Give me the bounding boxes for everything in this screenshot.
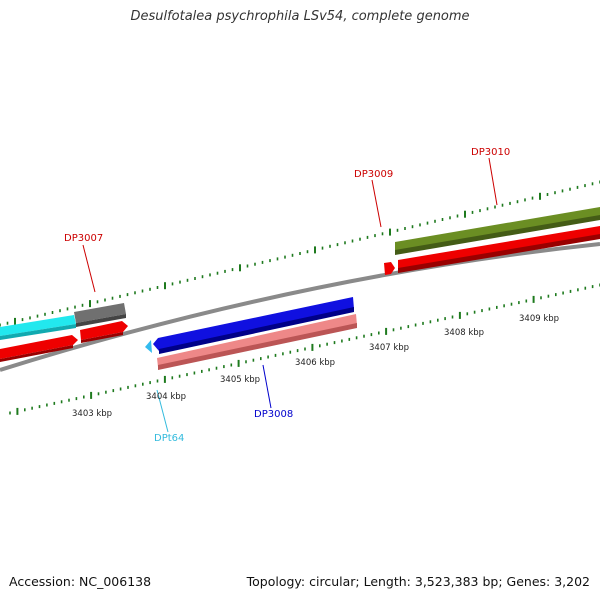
gene-label-dp3008[interactable]: DP3008 — [254, 409, 293, 420]
feature-trna-gene[interactable] — [145, 340, 152, 353]
genome-backbone — [0, 242, 600, 372]
gene-label-dpt64[interactable]: DPt64 — [154, 433, 184, 444]
genome-summary-text: Topology: circular; Length: 3,523,383 bp… — [246, 574, 590, 589]
dp3009-leader — [371, 179, 382, 228]
feature-blue-gene[interactable] — [153, 297, 354, 354]
scale-label: 3407 kbp — [369, 343, 409, 353]
gene-label-dp3007[interactable]: DP3007 — [64, 233, 103, 244]
dp3007-leader — [82, 244, 96, 293]
scale-label: 3406 kbp — [295, 358, 335, 368]
scale-label: 3404 kbp — [146, 392, 186, 402]
feature-olive-gene[interactable] — [395, 207, 600, 255]
gene-label-dp3010[interactable]: DP3010 — [471, 147, 510, 158]
dp3008-leader — [262, 364, 272, 409]
scale-label: 3405 kbp — [220, 375, 260, 385]
upper-tick-row — [0, 180, 600, 327]
feature-gray-gene[interactable] — [74, 303, 126, 327]
feature-cyan-gene[interactable] — [0, 315, 76, 340]
feature-red-gene-right[interactable] — [398, 226, 600, 273]
feature-red-gene-left[interactable] — [0, 335, 78, 362]
feature-red-gene-tiny[interactable] — [384, 262, 395, 275]
feature-red-gene-small[interactable] — [80, 321, 128, 343]
accession-text: Accession: NC_006138 — [9, 574, 152, 589]
dpt64-leader — [156, 389, 169, 433]
scale-label: 3409 kbp — [519, 314, 559, 324]
scale-label: 3403 kbp — [72, 409, 112, 419]
feature-pink-gene[interactable] — [157, 314, 357, 370]
dp3010-leader — [488, 157, 498, 206]
genome-title: Desulfotalea psychrophila LSv54, complet… — [130, 9, 470, 24]
scale-label: 3408 kbp — [444, 328, 484, 338]
gene-label-dp3009[interactable]: DP3009 — [354, 169, 393, 180]
lower-tick-row — [9, 283, 600, 415]
